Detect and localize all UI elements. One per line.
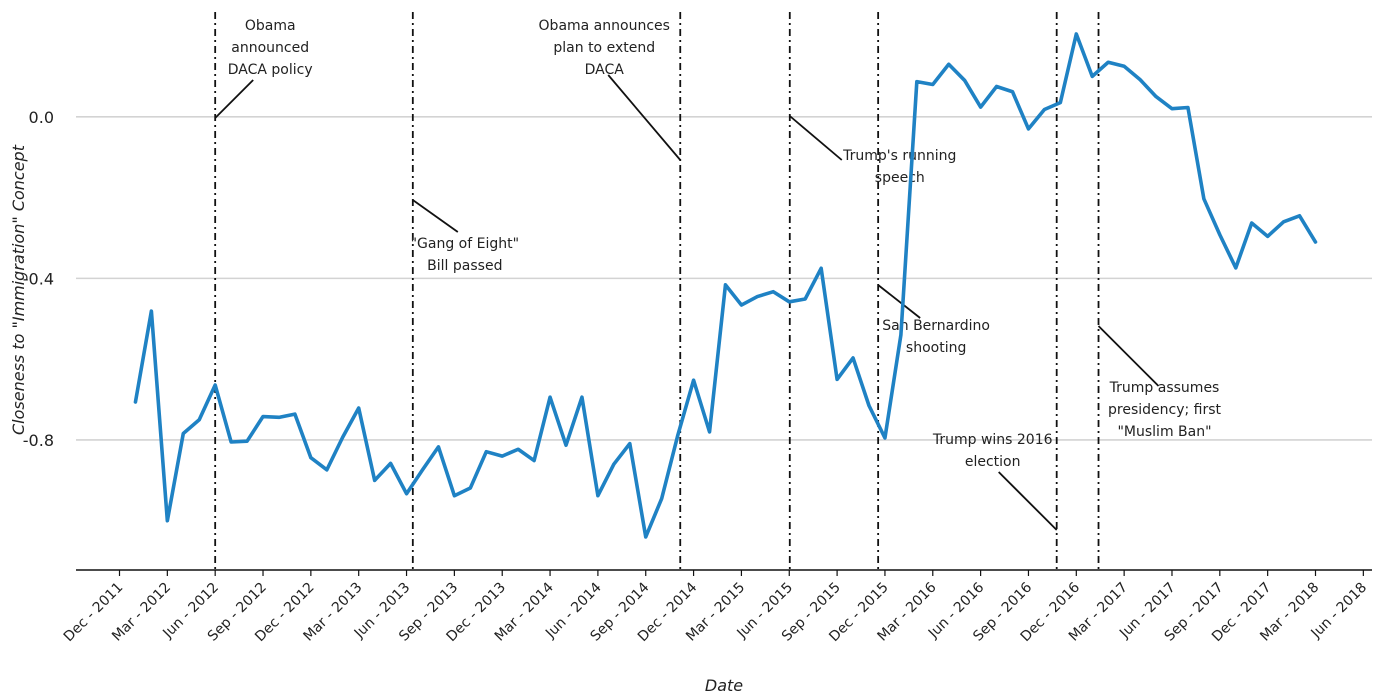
event-label-line: DACA policy [228,62,313,78]
event-label-line: election [965,454,1021,470]
event-label-line: "Gang of Eight" [411,236,519,252]
event-label-line: "Muslim Ban" [1117,424,1211,440]
event-label-line: Obama announces [539,18,670,34]
event-leader [998,471,1058,531]
event-label-line: shooting [906,340,966,356]
y-tick-label: -0.8 [23,431,54,450]
event-label-line: presidency; first [1108,402,1222,418]
horizontal-gridlines [76,115,1372,441]
event-label-line: San Bernardino [882,318,990,334]
event-label-line: Obama [245,18,296,34]
event-label-line: Bill passed [427,258,502,274]
event-label: Trump's running speech [842,148,956,186]
event-leader [877,284,921,319]
event-leader [1097,325,1160,387]
event-label-line: plan to extend [553,40,655,56]
event-label-line: DACA [585,62,625,78]
series-line [133,32,1318,539]
y-tick-label: -0.4 [23,269,54,288]
event-label: Obama announces plan to extend DACA [539,18,670,78]
event-label-line: Trump assumes [1109,380,1220,396]
event-leader [789,115,843,161]
y-axis: 0.0 -0.4 -0.8 [23,108,54,450]
series-layer [133,32,1318,539]
event-label-line: Trump wins 2016 [932,432,1053,448]
event-label: Obama announced DACA policy [228,18,313,78]
y-tick-label: 0.0 [29,108,54,127]
event-leader [412,199,459,233]
x-axis-title: Date [705,676,743,695]
event-markers: Obama announced DACA policy "Gang of Eight"… [214,12,1222,570]
event-label: "Gang of Eight" Bill passed [411,236,519,274]
event-label: San Bernardino shooting [882,318,990,356]
event-leader [607,74,681,161]
event-label-line: announced [231,40,309,56]
y-axis-title: Closeness to "Immigration" Concept [9,144,28,435]
event-leader [214,79,254,119]
event-label: Trump wins 2016 election [932,432,1053,470]
event-label-line: speech [875,170,925,186]
event-label: Trump assumes presidency; first "Muslim Ba… [1108,380,1222,440]
event-label-line: Trump's running [842,148,956,164]
